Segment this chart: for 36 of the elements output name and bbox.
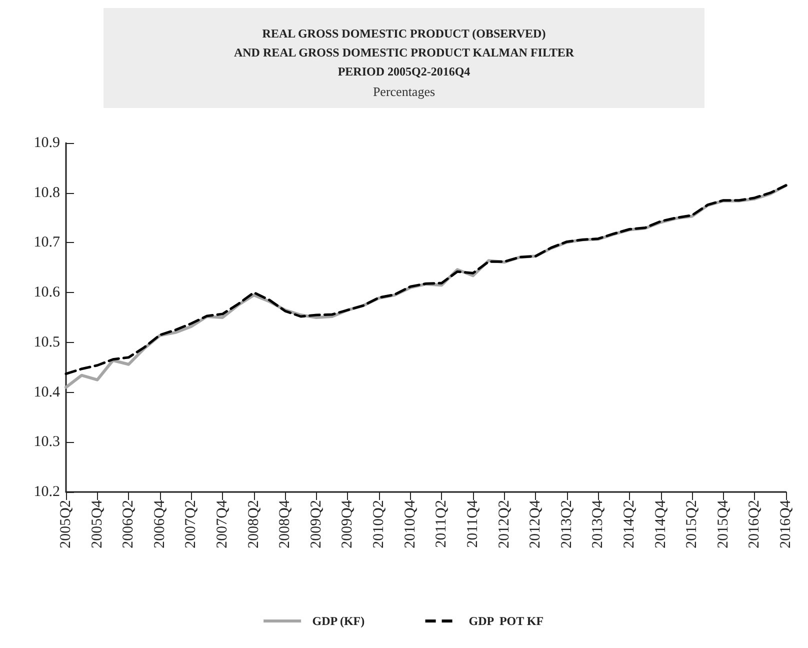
x-tick-label: 2014Q2 bbox=[621, 500, 638, 548]
x-tick-label: 2014Q4 bbox=[652, 500, 669, 548]
x-tick-label: 2005Q2 bbox=[58, 500, 74, 548]
x-tick-label: 2013Q2 bbox=[558, 500, 575, 548]
x-tick-label: 2016Q2 bbox=[746, 500, 763, 548]
x-tick-label: 2015Q2 bbox=[684, 500, 700, 548]
x-tick-label: 2012Q4 bbox=[528, 500, 544, 548]
x-tick-label: 2006Q2 bbox=[120, 500, 137, 548]
x-tick-label: 2010Q2 bbox=[371, 500, 388, 548]
x-tick-label: 2008Q2 bbox=[246, 500, 262, 548]
x-tick-label: 2008Q4 bbox=[277, 500, 294, 548]
y-tick-label: 10.5 bbox=[34, 334, 60, 350]
chart-subtitle: Percentages bbox=[372, 84, 436, 99]
x-tick-label: 2005Q4 bbox=[89, 500, 106, 548]
x-tick-label: 2010Q4 bbox=[402, 500, 418, 548]
y-tick-label: 10.7 bbox=[34, 234, 60, 251]
y-tick-label: 10.8 bbox=[34, 184, 60, 201]
x-tick-label: 2013Q4 bbox=[590, 500, 606, 548]
y-tick-label: 10.3 bbox=[34, 434, 60, 450]
y-tick-label: 10.4 bbox=[34, 384, 60, 400]
x-tick-label: 2012Q2 bbox=[496, 500, 512, 548]
x-tick-label: 2007Q2 bbox=[183, 500, 200, 548]
x-tick-label: 2011Q2 bbox=[434, 500, 450, 548]
x-tick-label: 2009Q2 bbox=[308, 500, 324, 548]
chart-title: REAL GROSS DOMESTIC PRODUCT (OBSERVED) AND REAL GROSS DOMESTIC PRODUCT KALMAN FILTER PERIOD 2005Q2-2016Q4 bbox=[234, 26, 574, 78]
legend-label: GDP (KF) bbox=[312, 614, 365, 628]
x-tick-label: 2006Q4 bbox=[152, 500, 168, 548]
y-tick-label: 10.6 bbox=[34, 284, 60, 301]
x-tick-label: 2009Q4 bbox=[340, 500, 356, 548]
x-tick-label: 2011Q4 bbox=[464, 500, 481, 548]
x-tick-label: 2016Q4 bbox=[778, 500, 794, 548]
x-tick-label: 2007Q4 bbox=[214, 500, 231, 548]
y-tick-label: 10.2 bbox=[34, 484, 60, 500]
legend-label: GDP POT KF bbox=[468, 614, 544, 628]
y-tick-label: 10.9 bbox=[34, 135, 60, 151]
x-tick-label: 2015Q4 bbox=[715, 500, 732, 548]
